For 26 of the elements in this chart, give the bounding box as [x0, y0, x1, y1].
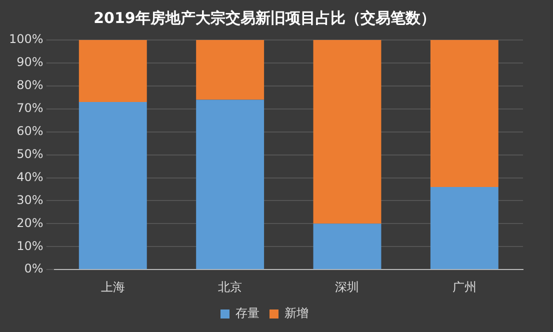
- y-tick-label: 70%: [16, 101, 44, 116]
- bar: [196, 100, 264, 270]
- bar: [313, 40, 382, 224]
- y-tick-label: 60%: [16, 124, 44, 138]
- bar: [430, 40, 498, 187]
- bar: [196, 40, 264, 100]
- y-tick-label: 90%: [16, 55, 44, 70]
- legend-label: 新增: [284, 306, 308, 320]
- bar: [313, 224, 382, 270]
- y-tick-label: 30%: [16, 192, 44, 207]
- x-tick-label: 北京: [218, 280, 242, 294]
- y-tick-label: 10%: [16, 238, 44, 253]
- y-tick-label: 50%: [16, 146, 44, 161]
- x-tick-label: 广州: [452, 280, 476, 294]
- bar: [78, 102, 147, 270]
- x-tick-label: 深圳: [335, 280, 360, 294]
- bar: [78, 40, 147, 102]
- y-tick-label: 80%: [16, 78, 44, 92]
- chart-title: 2019年房地产大宗交易新旧项目占比（交易笔数）: [94, 8, 436, 27]
- y-tick-label: 0%: [24, 262, 44, 276]
- y-tick-label: 100%: [8, 32, 44, 46]
- y-tick-label: 20%: [16, 216, 44, 230]
- y-tick-label: 40%: [16, 170, 44, 184]
- legend-label: 存量: [236, 306, 260, 320]
- x-tick-label: 上海: [100, 280, 125, 294]
- bar: [430, 186, 498, 270]
